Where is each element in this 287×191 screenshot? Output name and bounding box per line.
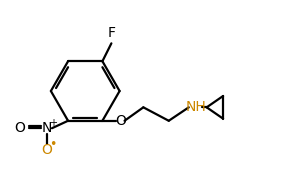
Text: F: F [108, 26, 116, 40]
Text: +: + [49, 118, 57, 128]
Text: O: O [14, 121, 25, 135]
Text: O: O [41, 143, 52, 157]
Text: NH: NH [185, 100, 206, 114]
Text: •: • [49, 138, 57, 151]
Text: O: O [115, 114, 126, 128]
Text: N: N [41, 121, 52, 135]
